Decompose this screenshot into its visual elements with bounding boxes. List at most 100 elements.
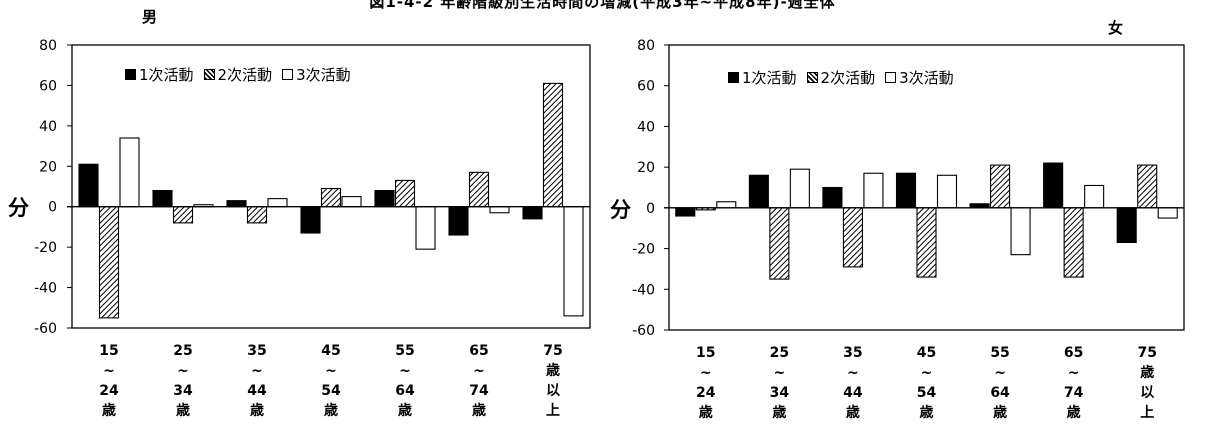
x-tick-label-line: 歳	[324, 403, 338, 419]
x-tick-label-line: 歳	[1066, 405, 1081, 421]
bar-tertiary-5	[1084, 184, 1105, 209]
x-tick-label-line: 歳	[772, 405, 787, 421]
bar-tertiary-4	[415, 206, 436, 250]
y-tick-label: -20	[632, 242, 655, 258]
bar-secondary-3	[320, 187, 342, 208]
x-tick-label: 75 歳以上	[1127, 343, 1167, 423]
y-axis-unit-label: 分	[610, 198, 631, 222]
x-tick-label-line: ~	[399, 363, 411, 379]
legend-swatch-tertiary	[282, 69, 294, 80]
x-tick-label-line: 歳	[176, 403, 190, 419]
bar-primary-5	[1043, 162, 1064, 209]
bar-tertiary-2	[863, 172, 884, 209]
x-tick-label-line: ~	[325, 363, 337, 379]
x-tick-label-line: 65	[469, 343, 489, 359]
chart-female: 女 分 80 60 40 20 0 -20 -40 -60 1次活動 2次活動 3次活動 15…	[605, 0, 1205, 434]
x-tick-label-line: 44	[247, 383, 267, 399]
x-tick-label: 45 ~54 歳	[907, 343, 947, 423]
x-tick-label-line: ~	[847, 365, 859, 381]
bar-tertiary-6	[563, 206, 584, 317]
x-tick-label: 65 ~74 歳	[459, 341, 499, 421]
x-tick-label-line: 歳	[398, 403, 412, 419]
x-tick-label-line: 歳	[1140, 365, 1155, 381]
x-tick-label: 35 ~44 歳	[237, 341, 277, 421]
legend-label-tertiary: 3次活動	[296, 66, 351, 84]
legend-label-primary: 1次活動	[742, 69, 797, 87]
y-tick-label: 40	[637, 119, 655, 135]
legend-item-primary: 1次活動	[728, 67, 797, 88]
bar-primary-0	[675, 207, 696, 217]
y-tick-label: 0	[48, 200, 57, 216]
y-tick-label: 60	[39, 78, 57, 94]
x-tick-label-line: 以	[1140, 385, 1155, 401]
bar-tertiary-6	[1157, 207, 1178, 219]
bar-primary-2	[226, 200, 247, 208]
x-tick-label-line: 歳	[472, 403, 486, 419]
x-tick-label-line: 歳	[698, 405, 713, 421]
x-tick-label-line: 55	[395, 343, 415, 359]
x-tick-label: 45 ~54 歳	[311, 341, 351, 421]
bar-primary-1	[748, 174, 769, 209]
chart-plot-svg: 80 60 40 20 0 -20 -40 -60	[632, 38, 1185, 339]
x-tick-label-line: 74	[1063, 385, 1084, 401]
legend-swatch-tertiary	[885, 72, 897, 83]
x-tick-label-line: ~	[103, 363, 115, 379]
bar-secondary-4	[394, 179, 416, 208]
x-tick-label-line: 64	[990, 385, 1010, 401]
x-tick-label-line: 25	[173, 343, 193, 359]
x-tick-label-line: 15	[696, 345, 716, 361]
x-tick-label: 25 ~34 歳	[759, 343, 799, 423]
figure-title: 図1-4-2 年齢階級別生活時間の増減(平成3年~平成8年)-週全体	[369, 0, 836, 11]
x-tick-label: 55 ~64 歳	[980, 343, 1020, 423]
y-tick-label: 40	[39, 119, 57, 135]
legend-item-secondary: 2次活動	[203, 64, 272, 85]
x-tick-label-line: ~	[177, 363, 189, 379]
bar-secondary-3	[916, 207, 937, 278]
x-tick-label: 35 ~44 歳	[833, 343, 873, 423]
y-tick-label: 80	[39, 38, 57, 54]
bar-secondary-1	[172, 206, 194, 224]
legend-label-primary: 1次活動	[139, 66, 194, 84]
y-tick-label: -40	[34, 281, 57, 297]
x-tick-label-line: 歳	[919, 405, 934, 421]
x-tick-label: 55 ~64 歳	[385, 341, 425, 421]
x-tick-label: 15 ~24 歳	[89, 341, 129, 421]
plot-frame	[71, 44, 591, 329]
x-tick-label-line: 75	[543, 343, 563, 359]
x-tick-label-line: 歳	[102, 403, 116, 419]
chart-legend: 1次活動 2次活動 3次活動	[125, 64, 361, 85]
bar-primary-1	[152, 189, 173, 208]
x-tick-label-line: 上	[546, 403, 560, 419]
x-tick-label: 15 ~24 歳	[686, 343, 726, 423]
y-tick-label: 20	[39, 159, 57, 175]
bar-primary-0	[78, 163, 99, 208]
bar-tertiary-4	[1010, 207, 1031, 256]
x-tick-label-line: ~	[251, 363, 263, 379]
x-tick-label-line: 24	[99, 383, 119, 399]
legend-swatch-primary	[125, 69, 136, 80]
legend-item-tertiary: 3次活動	[885, 67, 954, 88]
x-tick-label-line: 54	[916, 385, 937, 401]
legend-label-secondary: 2次活動	[820, 69, 876, 87]
bar-secondary-5	[468, 171, 490, 208]
x-tick-label-line: 65	[1063, 345, 1084, 361]
y-axis-unit-label: 分	[8, 196, 29, 220]
bar-tertiary-3	[936, 174, 958, 209]
y-tick-label: 60	[637, 79, 655, 95]
chart-legend: 1次活動 2次活動 3次活動	[728, 67, 964, 88]
x-tick-label-line: 64	[395, 383, 415, 399]
x-tick-label: 25 ~34 歳	[163, 341, 203, 421]
x-tick-label-line: ~	[473, 363, 485, 379]
x-tick-label-line: 45	[321, 343, 341, 359]
x-tick-label-line: 44	[843, 385, 863, 401]
bar-secondary-1	[769, 207, 790, 280]
y-tick-label: -60	[632, 323, 655, 339]
x-tick-label-line: ~	[994, 365, 1006, 381]
bar-tertiary-1	[789, 168, 810, 209]
bar-secondary-6	[542, 82, 564, 208]
x-tick-label-line: 34	[173, 383, 193, 399]
legend-swatch-secondary	[806, 72, 818, 83]
x-tick-label: 75 歳以上	[533, 341, 573, 421]
x-tick-label-line: 74	[469, 383, 489, 399]
bar-secondary-4	[990, 164, 1011, 209]
